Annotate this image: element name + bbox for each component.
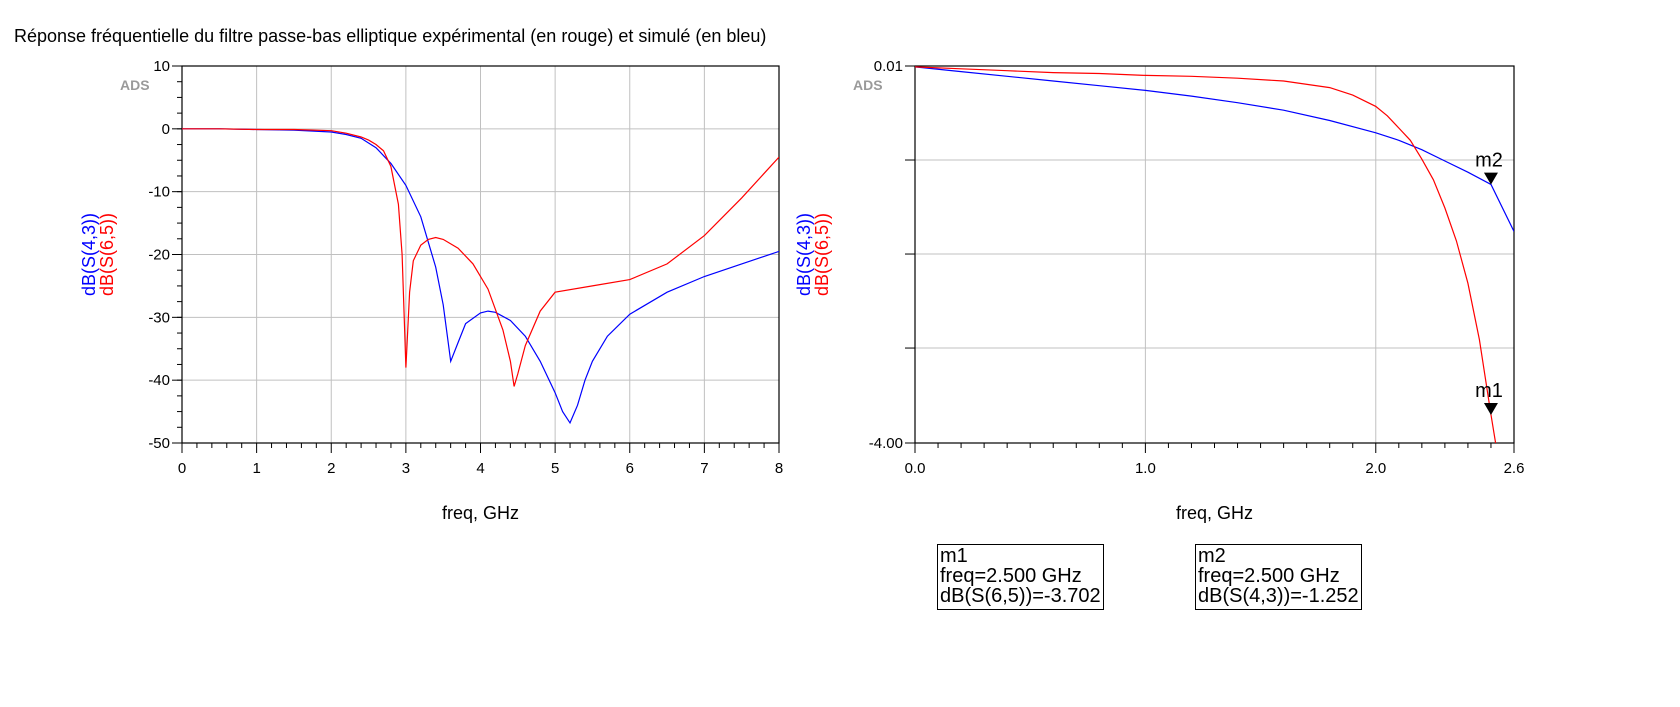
chart-left: 0 1 2 3 4 5 6 7 8 10 0 -10 -20 -30 -40 -50 ADS dB(S(4,3))… — [79, 58, 783, 523]
x-tick-label: 3 — [402, 460, 410, 477]
marker-readout-name: m1 — [940, 545, 968, 567]
x-tick-label: 0.0 — [905, 460, 926, 477]
y-tick-label: 0.01 — [874, 58, 903, 75]
marker-readout-m2[interactable]: m2 freq=2.500 GHz dB(S(4,3))=-1.252 — [1195, 544, 1362, 610]
y-tick-label: -4.00 — [869, 435, 903, 452]
y-tick-label: -30 — [148, 309, 170, 326]
marker-readout-m1[interactable]: m1 freq=2.500 GHz dB(S(6,5))=-3.702 — [937, 544, 1104, 610]
x-tick-label: 5 — [551, 460, 559, 477]
figure-title: Réponse fréquentielle du filtre passe-ba… — [14, 26, 767, 46]
y-tick-label: -20 — [148, 247, 170, 264]
marker-triangle — [1483, 172, 1498, 185]
marker-readout-value: dB(S(6,5))=-3.702 — [940, 585, 1101, 607]
y-axis-label: dB(S(6,5)) — [812, 213, 832, 296]
marker-label: m2 — [1475, 150, 1503, 172]
x-tick-label: 1.0 — [1135, 460, 1156, 477]
marker-triangle — [1483, 402, 1498, 415]
y-axis-label: dB(S(4,3)) — [794, 213, 814, 296]
marker-label: m1 — [1475, 380, 1503, 402]
series-line-dB(S(6,5)) — [182, 128, 779, 387]
marker-readout-name: m2 — [1198, 545, 1226, 567]
x-tick-label: 0 — [178, 460, 186, 477]
y-axis-label: dB(S(6,5)) — [97, 213, 117, 296]
ads-watermark: ADS — [853, 77, 883, 93]
x-tick-label: 6 — [626, 460, 634, 477]
x-axis-label: freq, GHz — [1176, 503, 1253, 523]
ads-watermark: ADS — [120, 77, 150, 93]
series-line-dB(S(4,3)) — [915, 66, 1514, 232]
marker-readout-freq: freq=2.500 GHz — [940, 565, 1082, 587]
x-tick-label: 2.0 — [1365, 460, 1386, 477]
x-axis-label: freq, GHz — [442, 503, 519, 523]
marker-readout-value: dB(S(4,3))=-1.252 — [1198, 585, 1359, 607]
series-line-dB(S(6,5)) — [915, 66, 1497, 443]
y-tick-label: 0 — [162, 121, 170, 138]
x-tick-label: 8 — [775, 460, 783, 477]
y-tick-label: -40 — [148, 372, 170, 389]
y-tick-label: -50 — [148, 435, 170, 452]
x-tick-label: 2 — [327, 460, 335, 477]
y-axis-label: dB(S(4,3)) — [79, 213, 99, 296]
series-line-dB(S(4,3)) — [182, 128, 779, 425]
x-tick-label: 2.6 — [1504, 460, 1525, 477]
x-tick-label: 4 — [476, 460, 484, 477]
marker-readout-freq: freq=2.500 GHz — [1198, 565, 1340, 587]
chart-right: 0.0 1.0 2.0 2.6 0.01 -4.00 ADS dB(S(4,3))dB(S(6… — [794, 58, 1525, 523]
x-tick-label: 1 — [252, 460, 260, 477]
x-tick-label: 7 — [700, 460, 708, 477]
y-tick-label: -10 — [148, 184, 170, 201]
y-tick-label: 10 — [153, 58, 170, 75]
